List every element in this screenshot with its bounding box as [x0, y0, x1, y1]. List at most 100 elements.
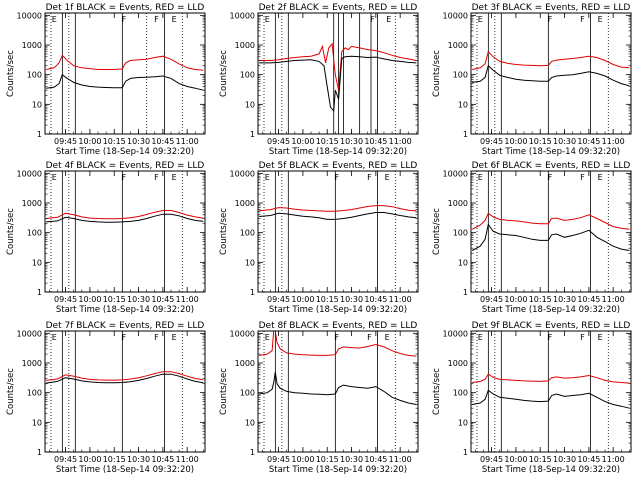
y-axis-label: Counts/sec [432, 50, 442, 97]
flag-marker: E [598, 173, 603, 182]
x-axis-label: Start Time (18-Sep-14 09:32:20) [269, 305, 407, 315]
detector-panel-5: Det 5f BLACK = Events, RED = LLD E F F E 1 10 1… [219, 161, 419, 315]
x-tick-label: 11:00 [176, 295, 199, 304]
flag-marker: F [154, 15, 159, 24]
y-tick-label: 100 [453, 229, 468, 238]
flag-marker: E [478, 15, 483, 24]
series-line-lld-red [259, 205, 417, 212]
y-tick-label: 10000 [443, 329, 468, 338]
y-tick-label: 10 [245, 418, 255, 427]
detector-panel-6: Det 6f BLACK = Events, RED = LLD E F F E 1 10 1… [432, 161, 632, 315]
plot-frame [44, 330, 206, 453]
panel-title: Det 1f BLACK = Events, RED = LLD [46, 3, 205, 13]
y-axis-label: Counts/sec [219, 50, 229, 97]
y-tick-label: 1 [37, 448, 42, 457]
x-tick-label: 11:00 [176, 455, 199, 464]
y-tick-label: 1000 [235, 41, 255, 50]
flag-marker: E [172, 333, 177, 342]
series-line-lld-red [471, 50, 630, 70]
x-tick-label: 11:00 [389, 295, 412, 304]
detector-panel-1: Det 1f BLACK = Events, RED = LLD E F F E 1 10 1… [6, 3, 206, 157]
x-tick-label: 10:30 [340, 295, 363, 304]
x-tick-label: 10:15 [316, 455, 339, 464]
x-tick-label: 11:00 [602, 455, 625, 464]
flag-marker: F [122, 333, 127, 342]
x-axis-label: Start Time (18-Sep-14 09:32:20) [56, 465, 194, 475]
x-tick-label: 10:45 [151, 137, 174, 146]
y-tick-label: 1000 [448, 41, 468, 50]
y-tick-label: 10000 [17, 329, 42, 338]
y-tick-label: 10000 [230, 329, 255, 338]
plot-frame [470, 170, 632, 293]
x-tick-label: 10:15 [103, 137, 126, 146]
y-tick-label: 10000 [443, 11, 468, 20]
x-tick-label: 09:45 [267, 295, 290, 304]
x-tick-label: 10:15 [103, 295, 126, 304]
flag-marker: E [598, 333, 603, 342]
series-line-lld-red [46, 371, 204, 381]
panel-title: Det 7f BLACK = Events, RED = LLD [46, 321, 205, 331]
x-tick-label: 10:00 [291, 137, 314, 146]
y-tick-label: 1000 [22, 359, 42, 368]
x-tick-label: 09:45 [480, 137, 503, 146]
y-axis-label: Counts/sec [6, 208, 16, 255]
flag-marker: E [478, 173, 483, 182]
series-line-lld-red [471, 212, 630, 230]
y-tick-label: 10 [32, 100, 42, 109]
series-line-events-black [259, 212, 417, 220]
x-tick-label: 10:30 [340, 137, 363, 146]
flag-marker: F [335, 333, 340, 342]
flag-marker: E [265, 15, 270, 24]
y-tick-label: 10 [245, 100, 255, 109]
x-axis-label: Start Time (18-Sep-14 09:32:20) [269, 465, 407, 475]
y-tick-label: 1000 [448, 199, 468, 208]
x-tick-label: 10:30 [553, 295, 576, 304]
y-tick-label: 10000 [443, 169, 468, 178]
x-tick-label: 10:45 [577, 455, 600, 464]
flag-marker: E [52, 173, 57, 182]
detector-panel-8: Det 8f BLACK = Events, RED = LLD E F F E 1 10 1… [219, 321, 419, 475]
x-tick-label: 11:00 [602, 295, 625, 304]
y-axis-label: Counts/sec [219, 368, 229, 415]
y-tick-label: 10000 [17, 11, 42, 20]
y-tick-label: 100 [240, 389, 255, 398]
y-tick-label: 100 [27, 389, 42, 398]
x-tick-label: 10:45 [364, 455, 387, 464]
x-tick-label: 09:45 [54, 137, 77, 146]
x-axis-label: Start Time (18-Sep-14 09:32:20) [56, 305, 194, 315]
flag-marker: E [386, 15, 391, 24]
detector-panel-9: Det 9f BLACK = Events, RED = LLD E F F E 1 10 1… [432, 321, 632, 475]
x-tick-label: 10:15 [529, 137, 552, 146]
flag-marker: F [548, 173, 553, 182]
panel-title: Det 3f BLACK = Events, RED = LLD [472, 3, 631, 13]
y-tick-label: 10000 [17, 169, 42, 178]
y-tick-label: 10 [245, 258, 255, 267]
y-tick-label: 100 [453, 71, 468, 80]
panel-title: Det 8f BLACK = Events, RED = LLD [259, 321, 418, 331]
panel-title: Det 9f BLACK = Events, RED = LLD [472, 321, 631, 331]
flag-marker: F [122, 15, 127, 24]
flag-marker: F [335, 173, 340, 182]
y-tick-label: 1 [463, 288, 468, 297]
x-tick-label: 10:45 [151, 455, 174, 464]
y-axis-label: Counts/sec [6, 368, 16, 415]
x-tick-label: 10:30 [127, 455, 150, 464]
y-axis-label: Counts/sec [432, 208, 442, 255]
series-line-lld-red [259, 42, 417, 91]
flag-marker: F [122, 173, 127, 182]
x-tick-label: 11:00 [389, 455, 412, 464]
plot-frame [44, 170, 206, 293]
flag-marker: F [154, 333, 159, 342]
y-tick-label: 1000 [22, 199, 42, 208]
y-tick-label: 1 [463, 448, 468, 457]
x-tick-label: 10:45 [364, 295, 387, 304]
series-line-events-black [46, 213, 204, 223]
flag-marker: E [598, 15, 603, 24]
series-line-lld-red [472, 373, 630, 384]
plot-frame [44, 12, 206, 135]
series-line-events-black [46, 373, 204, 384]
y-tick-label: 1 [250, 288, 255, 297]
x-tick-label: 11:00 [602, 137, 625, 146]
flag-marker: E [172, 173, 177, 182]
panel-title: Det 5f BLACK = Events, RED = LLD [259, 161, 418, 171]
